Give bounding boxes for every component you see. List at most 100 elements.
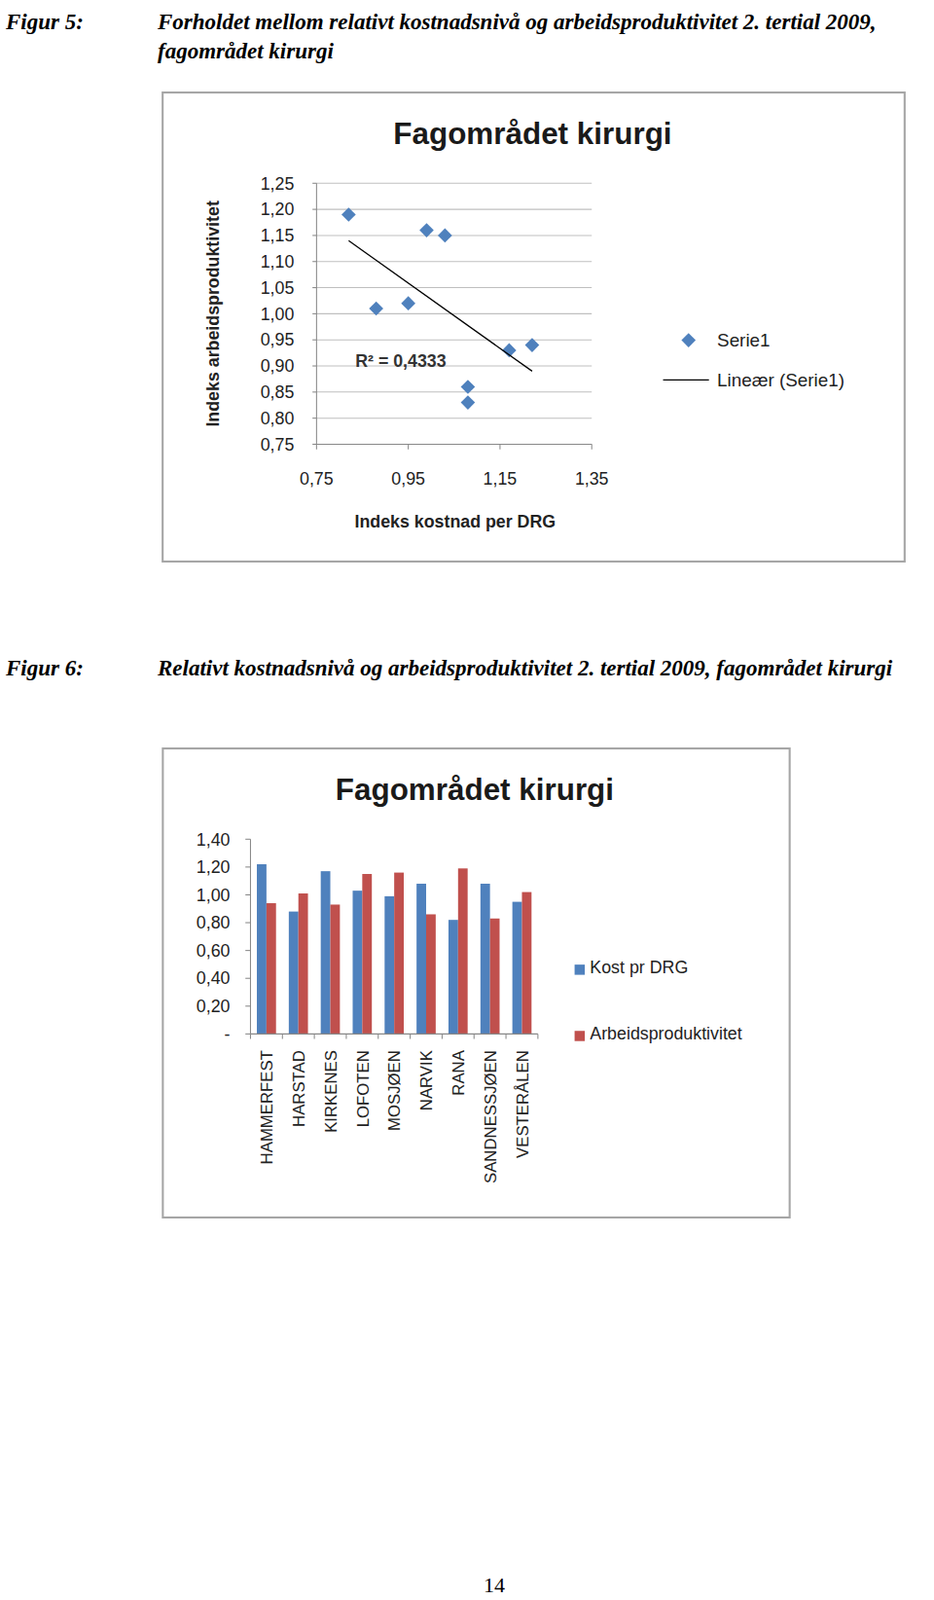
bar [521,892,532,1035]
bar [352,890,362,1034]
bar [480,883,491,1034]
tick-label: 0,60 [196,940,231,961]
tick [407,443,409,449]
figure-label: Figur 5: [5,7,84,37]
tick [245,838,251,840]
tick [312,260,317,262]
grid-line [316,313,592,315]
bar [490,918,501,1035]
bar [512,901,523,1035]
tick [250,1033,252,1039]
bar [298,893,309,1034]
tick [312,287,317,288]
tick [245,865,251,867]
chart: Fagområdet kirurgi-0,200,400,600,801,001… [161,747,791,1219]
tick [314,1033,316,1039]
tick [312,339,317,341]
tick [312,234,317,236]
point [461,395,476,410]
tick-label: 1,35 [574,468,610,489]
tick-label: 1,20 [196,857,231,877]
bar [361,873,372,1034]
axis-title: Indeks arbeidsproduktivitet [203,200,223,427]
tick-label: 1,00 [260,304,295,324]
legend-label: Kost pr DRG [589,954,763,981]
tick-label: 1,00 [196,885,231,905]
tick-label: 0,80 [260,408,295,429]
tick-label: 0,40 [196,968,231,988]
tick [316,443,318,449]
category-label: LOFOTEN [354,1049,373,1127]
tick-label: 0,85 [260,382,295,402]
legend-swatch [681,332,696,348]
legend-swatch [663,379,710,381]
tick [245,1033,251,1035]
tick [312,182,317,184]
legend-item: Arbeidsproduktivitet [589,1020,784,1082]
category-label: MOSJØEN [385,1049,404,1131]
legend-item: Kost pr DRG [589,954,784,1016]
category-label: RANA [449,1048,468,1095]
tick-label: 0,75 [299,468,334,489]
chart: Fagområdet kirurgi 0,75 0,80 0,85 0,90 0,95 1,… [161,91,906,563]
bar [288,911,299,1035]
category-label: KIRKENES [322,1049,341,1133]
tick [537,1033,539,1039]
axis-line [250,838,252,1034]
tick-label: 0,75 [260,434,295,455]
tick-label: 1,15 [260,225,295,246]
annotation: R² = 0,4333 [355,351,447,371]
chart-title: Fagområdet kirurgi [335,772,614,807]
tick [245,1005,251,1006]
grid-line [316,234,592,236]
tick [312,313,317,315]
tick [499,443,501,449]
axis-title: Indeks kostnad per DRG [354,511,556,532]
tick-label: 0,95 [391,468,426,489]
point [461,379,476,395]
point [341,207,357,222]
legend-swatch [574,1030,585,1041]
bar [330,903,341,1034]
tick-label: 1,40 [196,829,231,850]
tick [312,209,317,211]
legend-label: Lineær (Serie1) [717,369,845,391]
tick [505,1033,507,1039]
legend-swatch [574,964,585,974]
chart-title: Fagområdet kirurgi [393,116,672,151]
point [400,295,416,311]
tick-label: 1,25 [260,174,295,194]
tick-label: 0,95 [260,329,295,350]
bar [321,870,331,1034]
tick-label: 1,20 [260,199,295,219]
grid-line [316,391,592,393]
point [419,222,434,238]
tick [245,922,251,924]
bar [426,913,436,1034]
figure-caption: Forholdet mellom relativt kostnadsnivå o… [157,7,927,67]
tick [312,364,317,366]
tick-label: 1,10 [260,251,295,272]
trend-line [348,240,533,371]
tick [591,443,593,449]
bar [266,902,277,1034]
tick [473,1033,475,1039]
page-number: 14 [483,1572,505,1598]
grid-line [316,417,592,419]
figure-caption: Relativt kostnadsnivå og arbeidsprodukti… [157,653,927,683]
tick [245,977,251,979]
point [437,228,453,244]
tick [312,443,317,445]
point [525,337,540,353]
tick [245,949,251,951]
tick-label: - [224,1024,231,1044]
grid-line [316,339,592,341]
bar [416,883,427,1034]
category-label: NARVIK [417,1049,436,1111]
tick [312,417,317,419]
tick-label: 0,90 [260,356,295,376]
bar [384,896,395,1034]
chart-frame [162,748,790,1218]
tick [312,391,317,393]
bar [458,867,468,1034]
